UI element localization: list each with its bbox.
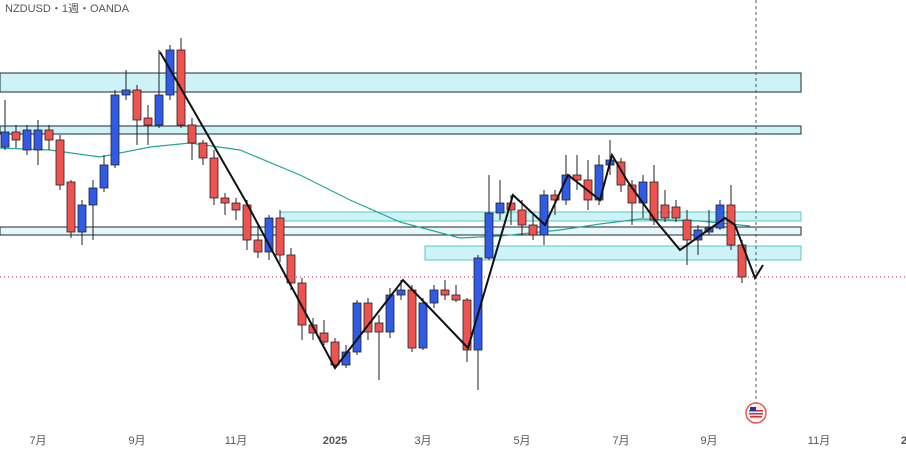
zone <box>0 226 802 236</box>
candle-body <box>528 224 538 236</box>
candle-body <box>209 157 219 199</box>
candle-body <box>220 197 230 204</box>
candle-body <box>407 289 417 349</box>
candle-body <box>385 294 395 333</box>
candle-body <box>110 94 120 166</box>
candle-body <box>33 129 43 151</box>
candle-body <box>396 289 406 296</box>
candle-body <box>187 124 197 144</box>
zones <box>0 72 802 261</box>
x-tick-label: 11月 <box>225 435 247 447</box>
candle-body <box>330 341 340 366</box>
candle-body <box>440 289 450 296</box>
flag-canton <box>750 407 756 411</box>
candle-body <box>451 294 461 301</box>
candle-body <box>132 89 142 121</box>
x-tick-label: 2025 <box>323 435 347 447</box>
candle-body <box>319 332 329 343</box>
candle-body <box>11 131 21 141</box>
candle-body <box>22 129 32 151</box>
candle-body <box>198 142 208 159</box>
candle-body <box>374 322 384 333</box>
zone <box>0 125 802 135</box>
candle-body <box>66 181 76 233</box>
flag-stripe <box>750 416 762 418</box>
candle-body <box>484 212 494 259</box>
candle-body <box>539 194 549 236</box>
flag-stripe <box>749 413 763 415</box>
candle-body <box>275 217 285 256</box>
candle-body <box>88 187 98 206</box>
candle-body <box>462 299 472 351</box>
candle-body <box>418 302 428 349</box>
candle-body <box>77 204 87 233</box>
candle-body <box>154 94 164 126</box>
chart-title: NZDUSD・1週・OANDA <box>5 2 130 15</box>
candle-body <box>682 219 692 241</box>
candle-body <box>165 49 175 96</box>
candle-body <box>429 289 439 304</box>
x-tick-label: 9月 <box>128 435 145 447</box>
candle-body <box>517 209 527 226</box>
candle-body <box>616 161 626 186</box>
candle-body <box>121 89 131 96</box>
candle-body <box>550 194 560 201</box>
candle-body <box>297 282 307 326</box>
candle-body <box>264 217 274 253</box>
x-tick-label: 11月 <box>808 435 830 447</box>
candle-body <box>495 202 505 214</box>
candle-body <box>253 239 263 253</box>
x-tick-label: 20 <box>901 435 906 447</box>
candle-body <box>473 257 483 351</box>
candle-body <box>572 174 582 181</box>
zone <box>424 245 802 261</box>
candle-body <box>231 202 241 211</box>
candle-body <box>352 302 362 353</box>
candle-body <box>44 129 54 141</box>
candle-body <box>715 204 725 229</box>
zigzag <box>159 51 764 370</box>
zone <box>0 72 802 93</box>
candle-body <box>55 139 65 186</box>
x-tick-label: 7月 <box>29 435 46 447</box>
moving-average <box>0 142 751 239</box>
x-tick-label: 9月 <box>700 435 717 447</box>
candle-body <box>363 302 373 333</box>
candle-body <box>0 131 10 148</box>
x-tick-label: 7月 <box>612 435 629 447</box>
candle-body <box>660 204 670 219</box>
candle-body <box>99 164 109 189</box>
event-flag <box>745 402 767 424</box>
candle-body <box>286 254 296 284</box>
x-tick-label: 3月 <box>414 435 431 447</box>
candle-body <box>143 117 153 126</box>
candle-body <box>671 206 681 219</box>
x-tick-label: 5月 <box>513 435 530 447</box>
